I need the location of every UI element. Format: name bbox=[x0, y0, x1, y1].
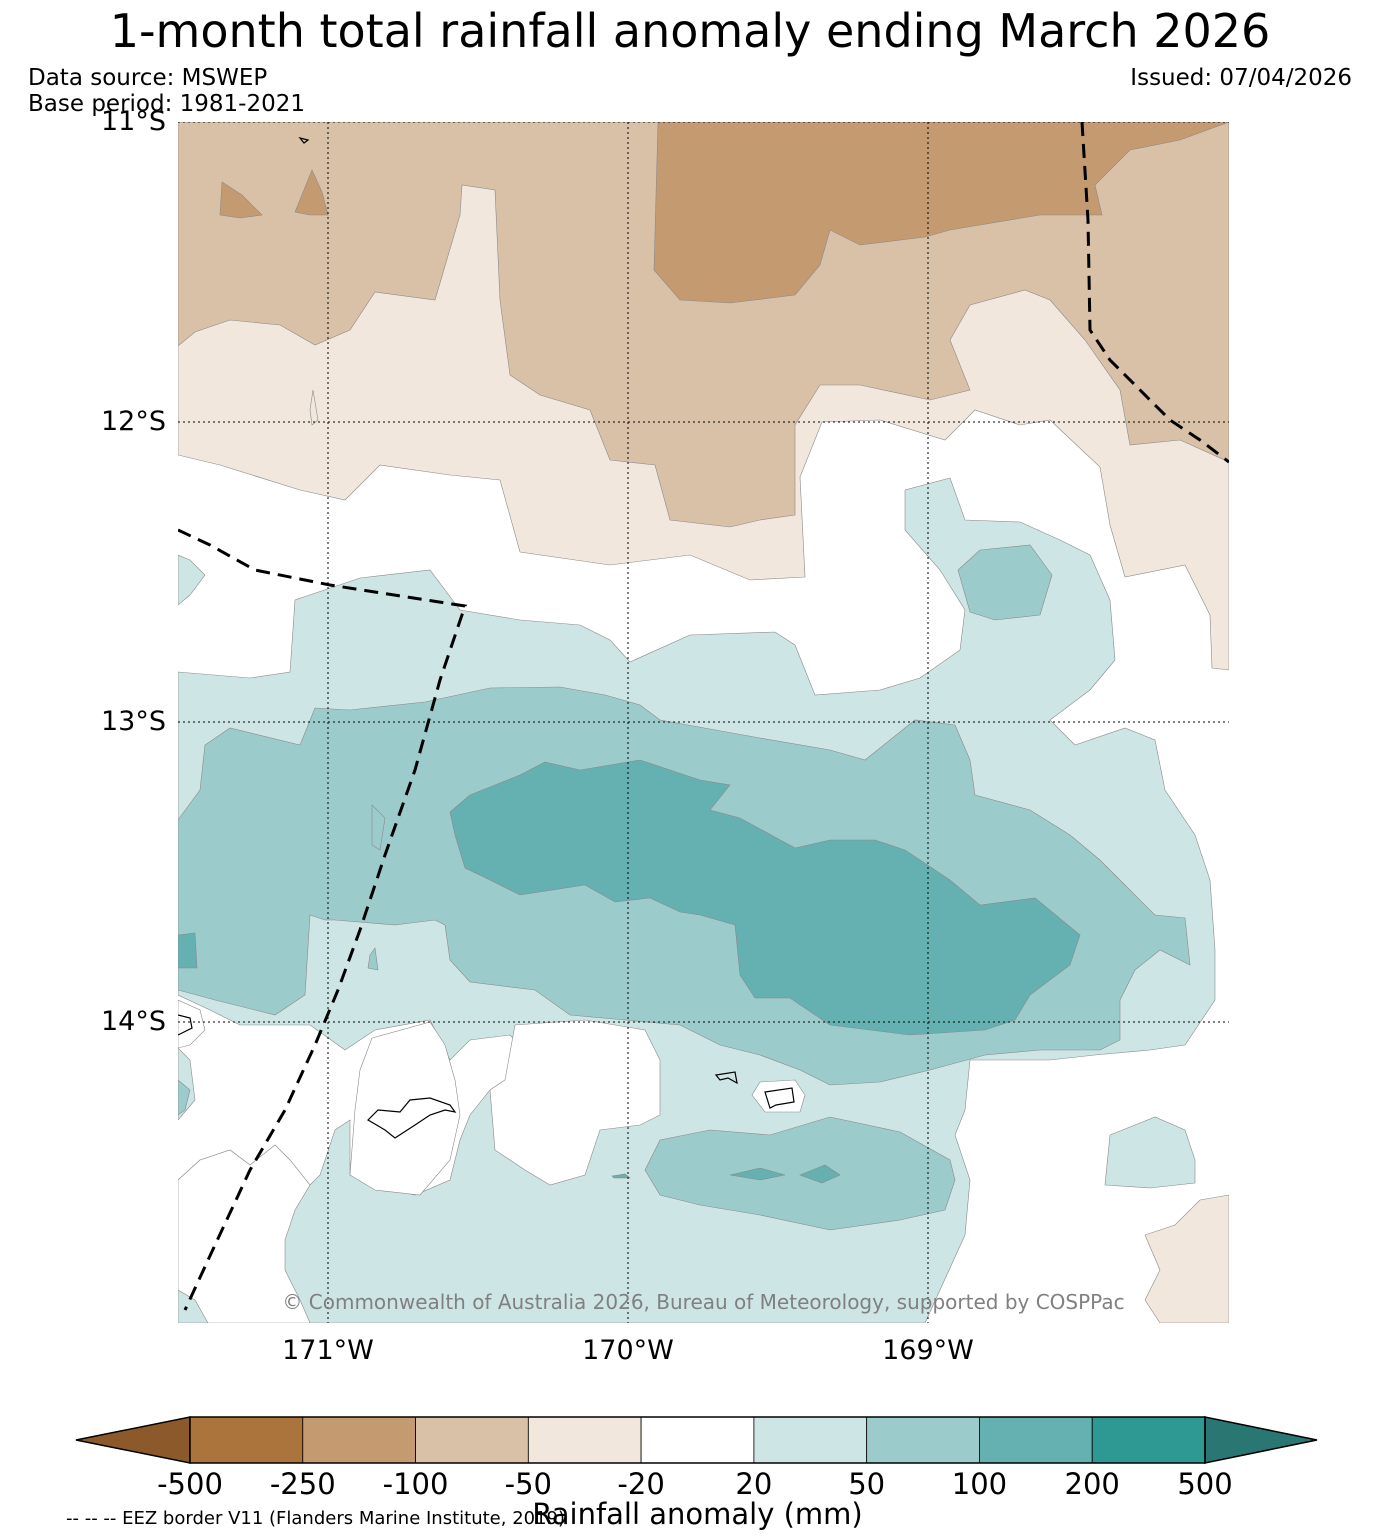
lat-label-13s: 13°S bbox=[101, 706, 166, 737]
colorbar-swatch bbox=[189, 1416, 304, 1464]
lon-label-169w: 169°W bbox=[882, 1335, 974, 1366]
eez-border bbox=[1080, 122, 1229, 464]
colorbar-tick-label: -250 bbox=[269, 1467, 336, 1501]
colorbar-tick-label: 20 bbox=[735, 1467, 773, 1501]
base-period: Base period: 1981-2021 bbox=[28, 91, 306, 117]
colorbar-tick-label: 200 bbox=[1064, 1467, 1120, 1501]
colorbar-swatch bbox=[866, 1416, 980, 1464]
colorbar-tick-label: 500 bbox=[1177, 1467, 1233, 1501]
eez-legend-note: -- -- -- EEZ border V11 (Flanders Marine… bbox=[66, 1508, 566, 1529]
contour-wet-strong bbox=[449, 759, 1081, 1036]
colorbar-swatch bbox=[640, 1416, 755, 1464]
data-source: Data source: MSWEP bbox=[28, 65, 268, 91]
eez-border bbox=[178, 528, 467, 1311]
colorbar-swatch bbox=[979, 1416, 1093, 1464]
colorbar-tick-label: -500 bbox=[157, 1467, 223, 1501]
lat-label-11s: 11°S bbox=[101, 106, 166, 137]
colorbar-swatch bbox=[753, 1416, 868, 1464]
colorbar-title: Rainfall anomaly (mm) bbox=[532, 1497, 863, 1531]
island-outline bbox=[178, 1014, 193, 1036]
lat-label-12s: 12°S bbox=[101, 406, 166, 437]
colorbar-tick-label: 100 bbox=[951, 1467, 1008, 1501]
issued-date: Issued: 07/04/2026 bbox=[1130, 65, 1352, 91]
colorbar bbox=[75, 1416, 1318, 1464]
map-title: 1-month total rainfall anomaly ending Ma… bbox=[109, 4, 1271, 58]
colorbar-swatch bbox=[415, 1416, 529, 1464]
colorbar-swatch bbox=[1091, 1416, 1206, 1464]
lon-label-170w: 170°W bbox=[582, 1335, 674, 1366]
colorbar-tick-label: -20 bbox=[617, 1467, 665, 1501]
island-outline bbox=[367, 1097, 457, 1139]
colorbar-tick-label: 50 bbox=[848, 1467, 886, 1501]
colorbar-extend-low bbox=[75, 1416, 191, 1464]
copyright-notice: © Commonwealth of Australia 2026, Bureau… bbox=[282, 1290, 1125, 1314]
colorbar-swatch bbox=[527, 1416, 642, 1464]
island-outline bbox=[764, 1087, 795, 1109]
lat-label-14s: 14°S bbox=[101, 1006, 166, 1037]
colorbar-tick-label: -100 bbox=[382, 1467, 449, 1501]
colorbar-extend-high bbox=[1204, 1416, 1318, 1464]
map-field bbox=[178, 122, 1229, 1323]
colorbar-tick-label: -50 bbox=[504, 1467, 553, 1501]
island-outline bbox=[714, 1071, 738, 1085]
colorbar-swatch bbox=[302, 1416, 416, 1464]
lon-label-171w: 171°W bbox=[282, 1335, 374, 1366]
graticule bbox=[178, 122, 1229, 1323]
